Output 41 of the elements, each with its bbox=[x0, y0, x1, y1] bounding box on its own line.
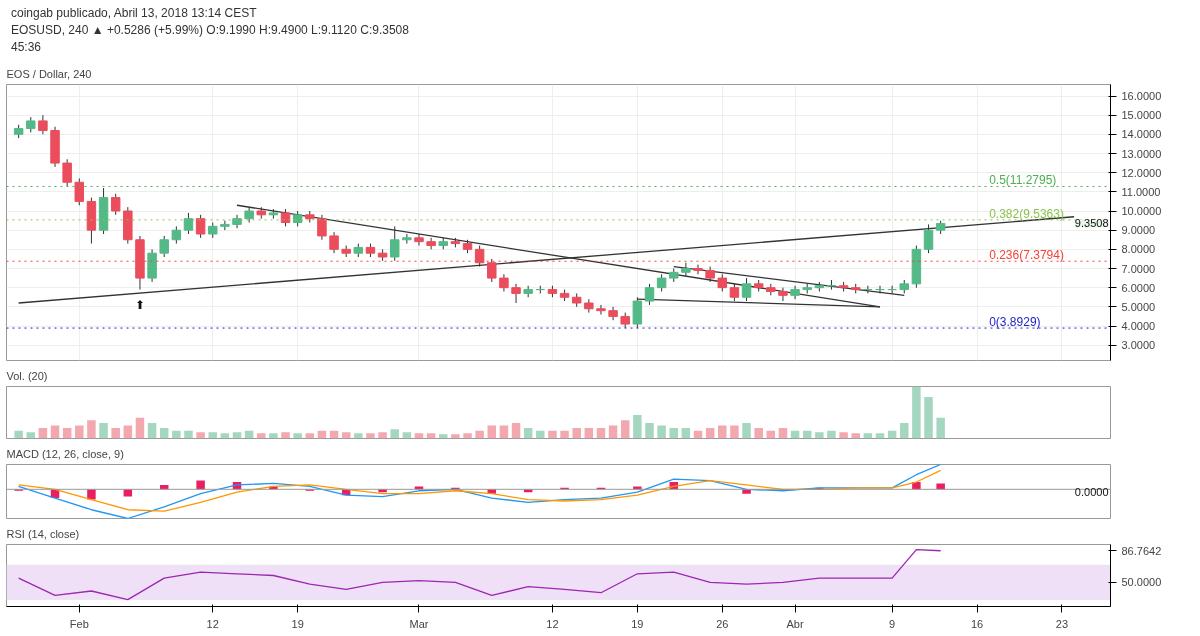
y-tick-label: 15.0000 bbox=[1121, 109, 1162, 122]
annotation: ⬆ bbox=[134, 297, 145, 312]
annotation: 0.0000 bbox=[1074, 485, 1109, 498]
y-tick-label: 12.0000 bbox=[1121, 166, 1162, 179]
x-tick-label: 23 bbox=[1055, 617, 1069, 630]
y-tick-label: 10.0000 bbox=[1121, 205, 1162, 217]
y-tick-label: 50.0000 bbox=[1121, 576, 1162, 589]
y-tick-label: 13.0000 bbox=[1121, 147, 1162, 160]
ref-line-label: 0.5(11.2795) bbox=[989, 173, 1057, 188]
y-tick-label: 8.0000 bbox=[1121, 243, 1156, 256]
annotation: 9.3508 bbox=[1074, 217, 1109, 230]
x-tick-label: 19 bbox=[631, 617, 644, 630]
x-tick-label: 12 bbox=[206, 617, 219, 630]
x-tick-label: Abr bbox=[786, 617, 804, 630]
text: coingab publicado, Abril 13, 2018 13:14 CEST bbox=[11, 6, 257, 20]
y-tick-label: 5.0000 bbox=[1121, 300, 1156, 313]
ref-line-label: 0(3.8929) bbox=[989, 315, 1041, 330]
chart-title: RSI (14, close) bbox=[6, 527, 80, 540]
y-tick-label: 14.0000 bbox=[1121, 128, 1162, 141]
chart-title: Vol. (20) bbox=[6, 369, 48, 382]
ref-line-label: 0.236(7.3794) bbox=[989, 248, 1064, 263]
y-tick-label: 9.0000 bbox=[1121, 224, 1156, 237]
x-tick-label: 19 bbox=[291, 617, 304, 630]
x-tick-label: 26 bbox=[716, 617, 729, 630]
text: EOSUSD, 240 ▲ +0.5286 (+5.99%) O:9.1990 H:9.4900 L:9.1120 C:9.3508 bbox=[11, 23, 409, 38]
x-tick-label: Feb bbox=[69, 617, 89, 630]
x-tick-label: Mar bbox=[409, 617, 429, 630]
ref-line-label: 0.382(9.5363) bbox=[989, 206, 1064, 221]
chart-title: MACD (12, 26, close, 9) bbox=[6, 447, 124, 460]
y-tick-label: 6.0000 bbox=[1121, 281, 1156, 294]
y-tick-label: 86.7642 bbox=[1121, 544, 1162, 557]
y-tick-label: 11.0000 bbox=[1121, 185, 1161, 198]
y-tick-label: 4.0000 bbox=[1121, 320, 1156, 332]
y-tick-label: 16.0000 bbox=[1121, 90, 1162, 102]
chart-title: EOS / Dollar, 240 bbox=[6, 67, 92, 80]
y-tick-label: 3.0000 bbox=[1121, 339, 1156, 352]
text: 45:36 bbox=[11, 40, 42, 55]
y-tick-label: 7.0000 bbox=[1121, 262, 1156, 275]
x-tick-label: 16 bbox=[970, 617, 984, 630]
x-tick-label: 12 bbox=[546, 617, 559, 630]
x-tick-label: 9 bbox=[889, 617, 896, 630]
